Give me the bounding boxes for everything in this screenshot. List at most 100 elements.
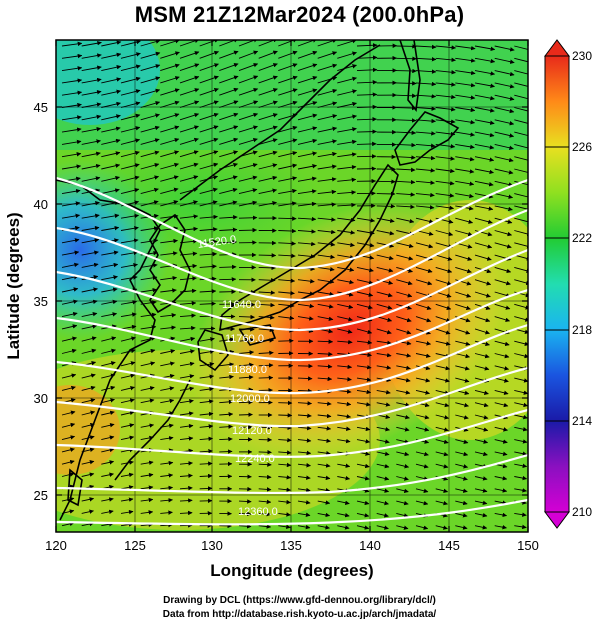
- wind-vector: [219, 112, 239, 121]
- wind-vector: [219, 125, 239, 133]
- wind-vector: [396, 439, 410, 444]
- y-tick-label: 25: [34, 488, 48, 503]
- wind-vector: [219, 412, 234, 417]
- wind-vector: [376, 352, 392, 358]
- wind-vector: [179, 75, 200, 84]
- wind-vector: [435, 488, 449, 493]
- wind-vector: [297, 229, 316, 234]
- wind-vector: [61, 447, 75, 453]
- wind-vector: [317, 151, 337, 158]
- wind-vector: [474, 180, 494, 187]
- wind-vector: [337, 525, 350, 530]
- wind-vector: [514, 57, 528, 63]
- wind-vector: [435, 377, 450, 383]
- wind-vector: [337, 303, 354, 310]
- wind-vector: [140, 348, 156, 354]
- wind-vector: [81, 336, 97, 342]
- wind-vector: [199, 187, 218, 195]
- wind-vector: [297, 63, 318, 72]
- wind-vector: [140, 435, 154, 441]
- wind-vector: [376, 402, 391, 407]
- wind-vector: [396, 167, 416, 173]
- wind-vector: [356, 92, 378, 97]
- wind-vector: [514, 303, 528, 310]
- wind-vector: [415, 44, 437, 50]
- wind-vector: [101, 114, 121, 121]
- wind-vector: [81, 200, 100, 207]
- contour-label: 12240.0: [235, 453, 275, 465]
- wind-vector: [435, 119, 456, 124]
- wind-vector: [396, 93, 417, 99]
- wind-vector: [120, 213, 140, 219]
- wind-vector: [160, 113, 180, 121]
- wind-vector: [120, 509, 134, 515]
- colorbar-label: 230: [572, 49, 592, 63]
- wind-vector: [61, 262, 79, 268]
- wind-vector: [101, 447, 115, 453]
- wind-vector: [415, 316, 432, 323]
- wind-vector: [179, 498, 193, 503]
- wind-vector: [81, 188, 101, 195]
- wind-vector: [376, 525, 389, 530]
- taiwan-coast: [67, 468, 83, 507]
- wind-vector: [474, 82, 495, 88]
- wind-vector: [179, 336, 196, 342]
- wind-vector: [337, 89, 357, 96]
- wind-vector: [160, 325, 176, 330]
- wind-vector: [455, 131, 475, 137]
- wind-vector: [455, 70, 476, 76]
- wind-vector: [179, 473, 193, 478]
- wind-vector: [297, 475, 311, 480]
- wind-vector: [514, 45, 528, 50]
- wind-vector: [278, 253, 296, 259]
- wind-vector: [415, 525, 429, 530]
- wind-vector: [81, 77, 102, 84]
- wind-vector: [297, 450, 312, 456]
- wind-vector: [494, 70, 515, 77]
- wind-vector: [61, 299, 78, 305]
- wind-vector: [376, 476, 390, 481]
- colorbar-label: 222: [572, 231, 592, 245]
- wind-vector: [356, 43, 378, 48]
- wind-vector: [356, 365, 372, 370]
- contour-label: 12360.0: [238, 506, 278, 518]
- wind-vector: [179, 313, 196, 318]
- x-tick-label: 150: [517, 538, 539, 553]
- wind-vector: [61, 311, 78, 318]
- wind-vector: [317, 463, 331, 468]
- wind-vector: [120, 435, 135, 441]
- wind-vector: [199, 63, 219, 72]
- wind-vector: [317, 76, 338, 84]
- wind-vector: [278, 437, 292, 443]
- wind-vector: [81, 422, 95, 428]
- wind-vector: [81, 262, 99, 268]
- wind-vector: [219, 137, 239, 145]
- korea-coast: [149, 213, 191, 314]
- wind-vector: [101, 52, 122, 59]
- wind-vector: [238, 375, 254, 380]
- wind-vector: [297, 216, 317, 222]
- wind-vector: [474, 365, 490, 371]
- wind-vector: [61, 410, 76, 416]
- wind-vector: [297, 316, 314, 321]
- wind-vector: [179, 162, 199, 170]
- wind-vector: [376, 463, 390, 469]
- wind-vector: [474, 451, 488, 457]
- wind-vector: [219, 63, 239, 72]
- wind-vector: [140, 226, 159, 231]
- wind-vector: [199, 125, 219, 133]
- wind-vector: [396, 192, 416, 197]
- wind-vector: [238, 362, 254, 368]
- wind-vector: [238, 412, 253, 417]
- wind-vector: [494, 291, 511, 298]
- wind-vector: [514, 524, 527, 530]
- wind-vector: [494, 365, 510, 371]
- wind-vector: [376, 512, 389, 518]
- wind-vector: [317, 450, 331, 456]
- wind-vector: [415, 131, 436, 136]
- wind-vector: [494, 168, 514, 175]
- wind-vector: [199, 137, 219, 145]
- contour-label: 11640.0: [222, 299, 261, 311]
- wind-vector: [179, 399, 194, 404]
